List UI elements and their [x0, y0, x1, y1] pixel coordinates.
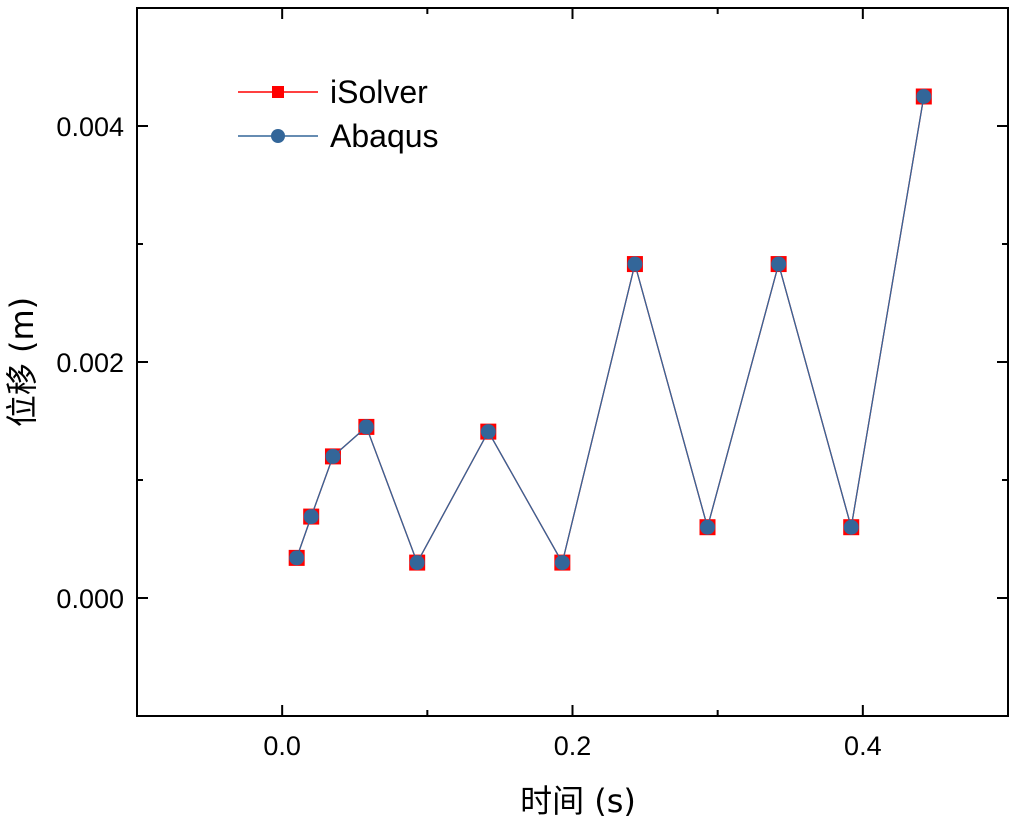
x-tick-label: 0.0: [263, 731, 301, 761]
legend-isolver-label: iSolver: [330, 74, 428, 110]
data-point-abaqus: [843, 519, 859, 535]
y-tick-label: 0.000: [56, 584, 124, 614]
data-point-abaqus: [480, 424, 496, 440]
data-point-abaqus: [627, 256, 643, 272]
data-point-abaqus: [289, 550, 305, 566]
data-point-abaqus: [771, 256, 787, 272]
data-point-abaqus: [554, 555, 570, 571]
y-tick-label: 0.004: [56, 112, 124, 142]
legend-abaqus-marker: [271, 129, 285, 143]
legend-abaqus-label: Abaqus: [330, 118, 439, 154]
y-axis-title: 位移 (m): [3, 297, 41, 427]
data-point-abaqus: [916, 89, 932, 104]
x-axis-title: 时间 (s): [520, 782, 636, 817]
plot-frame: [136, 7, 1009, 717]
data-point-abaqus: [700, 519, 716, 535]
legend-isolver-marker: [272, 86, 284, 98]
x-tick-label: 0.2: [554, 731, 592, 761]
series-line-abaqus: [296, 96, 925, 565]
y-tick-label: 0.002: [56, 348, 124, 378]
data-point-abaqus: [409, 555, 425, 571]
x-tick-label: 0.4: [844, 731, 882, 761]
series-layer: [288, 88, 932, 571]
legend: iSolver Abaqus: [238, 74, 439, 154]
data-point-abaqus: [358, 419, 374, 435]
ticks: 0.0 0.2 0.4 0.000 0.002 0.004: [56, 8, 1008, 761]
data-point-abaqus: [325, 448, 341, 464]
data-point-abaqus: [303, 509, 319, 525]
